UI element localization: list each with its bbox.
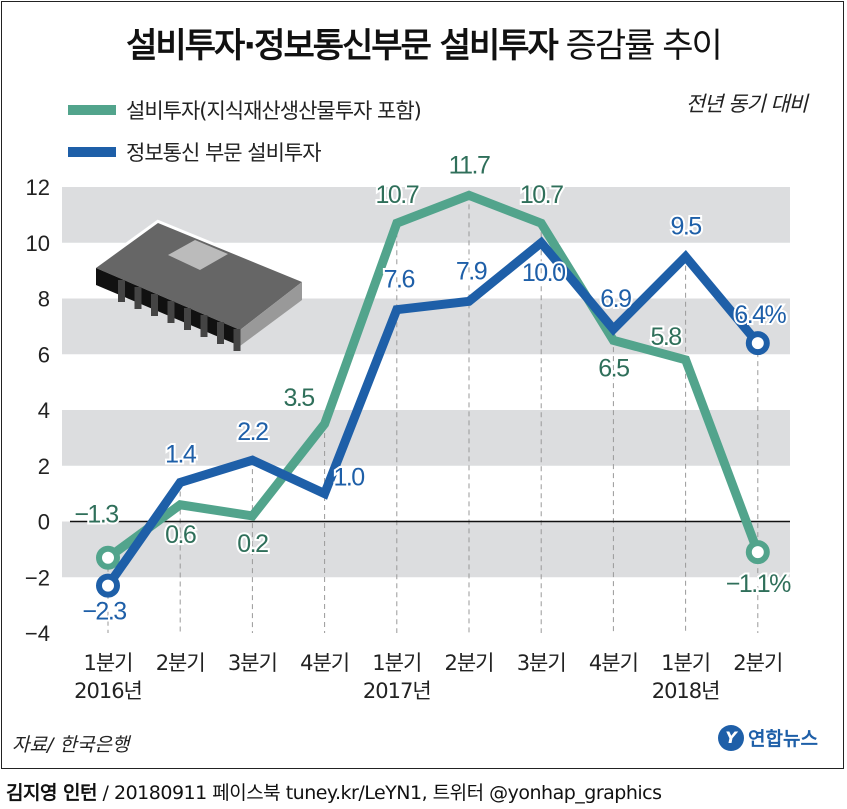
series-line-equipment — [105, 190, 763, 562]
author: 김지영 인턴 — [6, 782, 98, 804]
data-label: 1.0 — [333, 464, 364, 492]
data-label: 1.4 — [165, 440, 197, 468]
data-label: 5.8 — [650, 323, 681, 351]
chip-pin — [167, 301, 175, 323]
data-label: 7.6 — [384, 266, 415, 294]
line-chart: −4 −2 0 2 4 6 8 10 12 1분기 2분기 3분기 4분기 1분기 2분기 3분기 4분기 1분기… — [25, 149, 795, 703]
title-regular: 증감률 추이 — [565, 26, 723, 66]
data-label: 7.9 — [456, 257, 487, 285]
data-label: 11.7 — [449, 151, 490, 179]
legend-label: 정보통신 부문 설비투자 — [126, 141, 322, 165]
y-tick-label: 2 — [38, 454, 50, 479]
chip-pin — [184, 308, 191, 330]
y-tick-label: 12 — [26, 175, 50, 200]
chip-pin — [233, 329, 241, 351]
chip-pin — [217, 322, 224, 344]
endpoint-marker — [96, 545, 120, 570]
endpoint-marker — [745, 540, 770, 565]
year-label: 2016년 — [74, 679, 142, 703]
chart-subtitle: 전년 동기 대비 — [685, 92, 808, 116]
x-tick-label: 2분기 — [733, 651, 782, 675]
year-label: 2017년 — [363, 679, 431, 703]
x-tick-label: 3분기 — [517, 651, 566, 675]
y-tick-label: 8 — [38, 287, 50, 312]
legend-item-equipment: 설비투자(지식재산생산물투자 포함) — [68, 95, 422, 125]
grid-band — [62, 521, 790, 578]
x-tick-label: 2분기 — [156, 651, 205, 675]
chip-pin — [200, 315, 208, 337]
data-label: −2.3 — [82, 598, 126, 626]
x-tick-label: 1분기 — [372, 651, 421, 675]
data-label: 10.7 — [375, 181, 418, 209]
x-tick-label: 4분기 — [589, 651, 638, 675]
x-tick-label: 4분기 — [300, 651, 349, 675]
data-label: 9.5 — [670, 213, 701, 241]
grid-band — [62, 410, 790, 466]
data-label: 2.2 — [237, 418, 268, 446]
endpoint-marker — [745, 331, 770, 356]
logo-mark-icon: Y — [718, 724, 744, 751]
x-tick-label: 1분기 — [83, 651, 132, 675]
data-label: 0.6 — [165, 521, 196, 549]
series-line-ict — [104, 236, 762, 589]
y-tick-label: 4 — [38, 398, 50, 423]
legend-item-ict: 정보통신 부문 설비투자 — [68, 137, 322, 167]
data-label: 10.0 — [522, 259, 565, 287]
legend-swatch — [68, 105, 116, 115]
x-tick-label: 1분기 — [661, 651, 710, 675]
yonhap-logo: Y 연합뉴스 — [718, 724, 818, 751]
y-tick-label: 6 — [38, 342, 50, 367]
data-label: 6.4% — [734, 301, 786, 329]
year-label: 2018년 — [652, 679, 720, 703]
source-note: 자료/ 한국은행 — [12, 734, 130, 756]
data-label: 3.5 — [283, 384, 314, 412]
y-tick-label: −2 — [25, 565, 50, 590]
y-tick-label: −4 — [25, 621, 50, 646]
chip-pin — [134, 287, 142, 309]
data-label: 0.2 — [237, 530, 268, 558]
logo-text: 연합뉴스 — [748, 728, 818, 750]
y-tick-label: 0 — [38, 510, 50, 535]
x-tick-label: 3분기 — [228, 651, 277, 675]
data-label: 6.5 — [598, 354, 629, 382]
data-label: −1.3 — [74, 501, 118, 529]
chip-icon — [89, 219, 308, 351]
legend-label: 설비투자(지식재산생산물투자 포함) — [126, 99, 422, 123]
credit-details: / 20180911 페이스북 tuney.kr/LeYN1, 트위터 @yon… — [97, 782, 662, 804]
y-tick-label: 10 — [26, 231, 50, 256]
chip-pin — [151, 294, 158, 316]
chart-title: 설비투자·정보통신부문 설비투자 증감률 추이 — [0, 18, 847, 67]
data-label: −1.1% — [726, 570, 791, 598]
legend-swatch — [68, 147, 116, 157]
endpoint-marker — [96, 573, 120, 598]
frame — [1, 1, 844, 769]
data-label: 10.7 — [520, 181, 563, 209]
credit-line: 김지영 인턴 / 20180911 페이스북 tuney.kr/LeYN1, 트… — [6, 778, 662, 805]
data-label: 6.9 — [600, 285, 631, 313]
title-bold: 설비투자·정보통신부문 설비투자 — [126, 26, 559, 66]
chip-pin — [118, 280, 125, 302]
x-tick-label: 2분기 — [444, 651, 493, 675]
